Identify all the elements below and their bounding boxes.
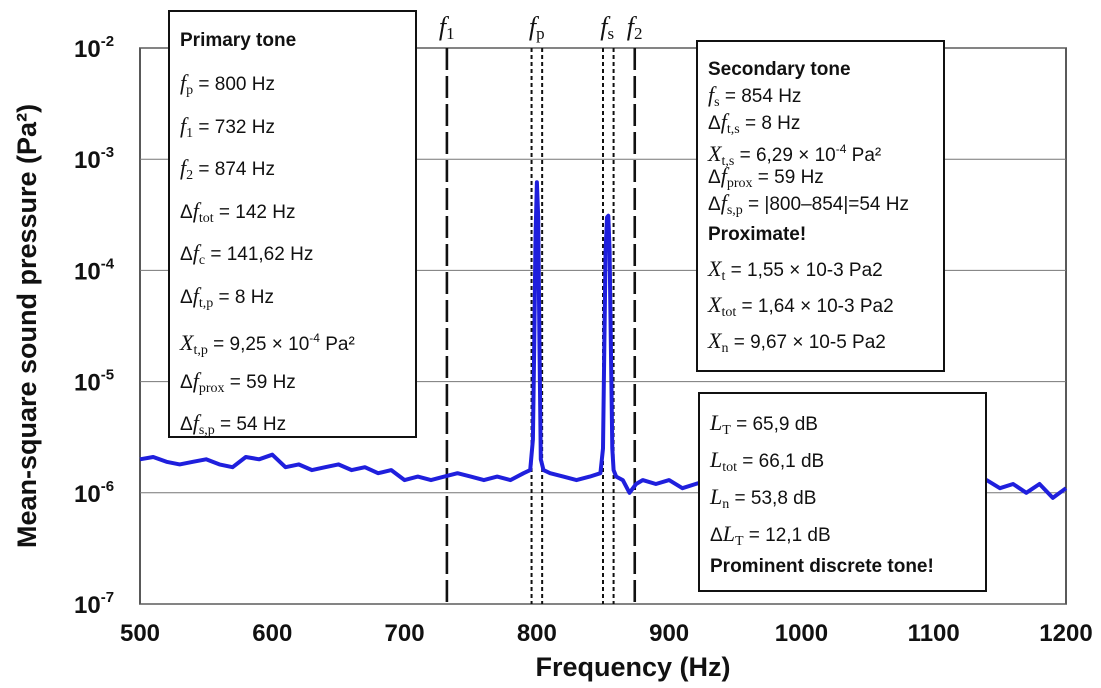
tone-level-box: LT = 65,9 dB Ltot = 66,1 dB Ln = 53,8 dB ΔL… (698, 392, 987, 592)
marker-label-subscript: 2 (634, 24, 643, 43)
marker-label-subscript: s (608, 24, 615, 43)
secondary-tone-row: Δfs,p = |800–854|=54 Hz (708, 190, 910, 219)
primary-tone-row: fp = 800 Hz (180, 70, 275, 99)
secondary-tone-row: Xtot = 1,64 × 10-3 Pa2 (708, 292, 894, 321)
secondary-tone-row: Δfprox = 59 Hz (708, 163, 824, 192)
x-axis-title: Frequency (Hz) (535, 652, 730, 682)
secondary-tone-title: Secondary tone (708, 59, 851, 80)
y-tick-exponent: -5 (101, 367, 114, 384)
secondary-tone-row: Xt = 1,55 × 10-3 Pa2 (708, 256, 883, 285)
tone-level-row: Ltot = 66,1 dB (710, 447, 825, 476)
x-tick-label: 700 (385, 620, 425, 647)
y-axis-title: Mean-square sound pressure (Pa²) (12, 104, 42, 548)
y-tick-label: 10-7 (74, 589, 114, 619)
prominent-tone-note: Prominent discrete tone! (710, 556, 934, 577)
primary-tone-row: f1 = 732 Hz (180, 112, 275, 141)
y-tick-label: 10-2 (74, 33, 114, 63)
tone-level-row: Ln = 53,8 dB (710, 484, 817, 513)
frequency-marker-labels: f1 fp fs f2 (439, 12, 643, 43)
y-tick-label: 10-6 (74, 478, 114, 508)
marker-label: fp (529, 12, 545, 43)
x-tick-label: 1200 (1039, 620, 1092, 647)
x-tick-label: 900 (649, 620, 689, 647)
primary-tone-row: Xt,p = 9,25 × 10-4 Pa² (180, 330, 355, 359)
primary-tone-row: Δft,p = 8 Hz (180, 282, 274, 311)
x-tick-label: 1100 (908, 620, 960, 647)
x-tick-labels: 500 600 700 800 900 1000 1100 1200 (120, 620, 1093, 647)
marker-label: f1 (439, 12, 455, 43)
x-tick-label: 800 (517, 620, 557, 647)
secondary-tone-row: Xn = 9,67 × 10-5 Pa2 (708, 328, 886, 357)
marker-label: fs (600, 12, 614, 43)
primary-tone-row: Δfprox = 59 Hz (180, 367, 296, 396)
y-tick-exponent: -2 (101, 33, 114, 50)
primary-tone-row: f2 = 874 Hz (180, 155, 275, 184)
frequency-markers (445, 48, 637, 604)
primary-tone-row: Δftot = 142 Hz (180, 197, 296, 226)
tone-level-row: LT = 65,9 dB (710, 410, 818, 439)
primary-tone-row: Δfs,p = 54 Hz (180, 410, 287, 439)
secondary-tone-row: Xt,s = 6,29 × 10-4 Pa² (708, 141, 882, 170)
y-tick-labels: 10-2 10-3 10-4 10-5 10-6 10-7 (74, 33, 115, 619)
x-tick-label: 600 (252, 620, 292, 647)
marker-label: f2 (627, 12, 643, 43)
y-tick-label: 10-3 (74, 144, 114, 174)
y-tick-exponent: -6 (101, 478, 114, 495)
y-tick-exponent: -3 (101, 144, 114, 161)
primary-tone-title: Primary tone (180, 30, 297, 51)
tone-level-row: ΔLT = 12,1 dB (710, 521, 831, 550)
secondary-tone-row: Δft,s = 8 Hz (708, 109, 801, 138)
marker-label-subscript: p (536, 24, 545, 43)
secondary-tone-row: fs = 854 Hz (708, 82, 802, 111)
secondary-tone-box: Secondary tone fs = 854 Hz Δft,s = 8 Hz Xt… (696, 40, 945, 372)
y-tick-exponent: -7 (101, 589, 114, 606)
marker-label-subscript: 1 (446, 24, 455, 43)
y-tick-label: 10-5 (74, 367, 114, 397)
x-tick-label: 500 (120, 620, 160, 647)
y-tick-exponent: -4 (101, 255, 115, 272)
primary-tone-row: Δfc = 141,62 Hz (180, 240, 314, 269)
primary-tone-box: Primary tone fp = 800 Hz f1 = 732 Hz f2 = … (168, 10, 417, 438)
x-tick-label: 1000 (775, 620, 828, 647)
y-tick-label: 10-4 (74, 255, 115, 285)
proximate-note: Proximate! (708, 224, 807, 245)
